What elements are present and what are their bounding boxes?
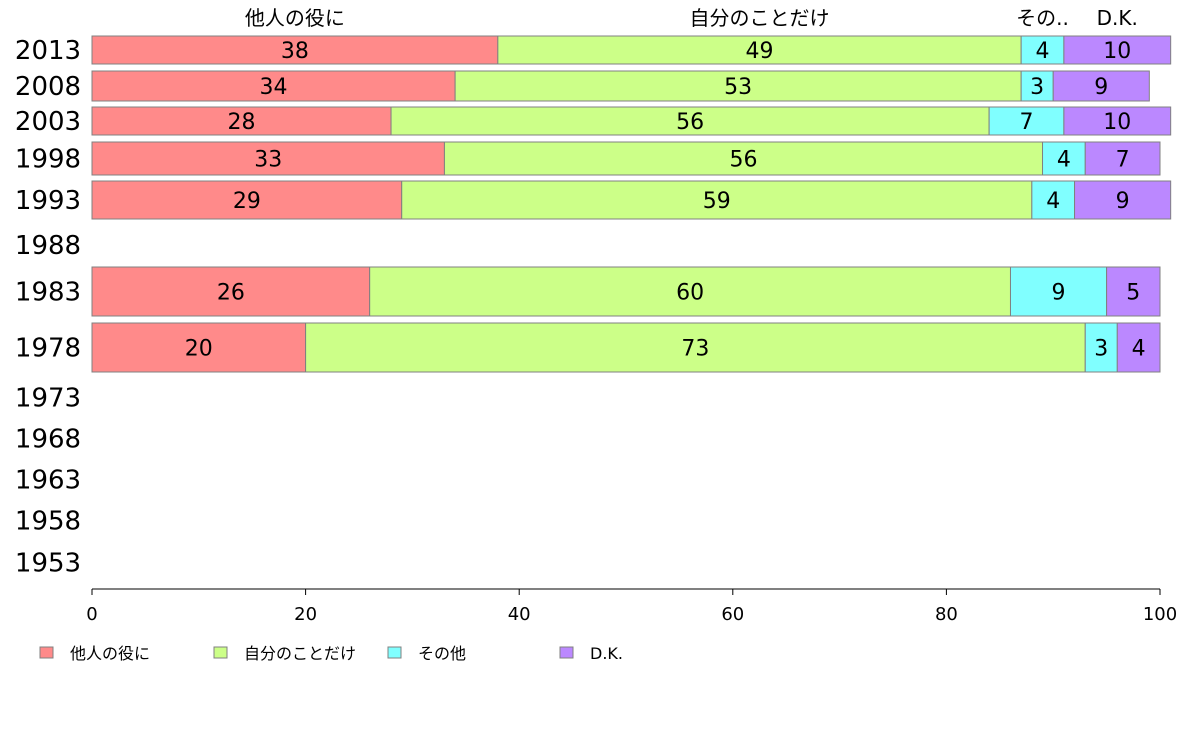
data-label: 4 [1046,189,1060,214]
data-label: 4 [1036,39,1050,64]
x-tick-label: 100 [1143,604,1177,625]
legend-label: その他 [418,644,466,663]
year-label: 1983 [15,278,81,308]
data-label: 9 [1094,75,1108,100]
bar-segment [91,106,392,136]
bar-segment [1063,35,1172,65]
bar-segment [1009,266,1108,317]
data-label: 53 [724,75,752,100]
header-label: D.K. [1097,6,1138,30]
legend-label: 他人の役に [70,644,150,663]
x-tick-label: 80 [935,604,958,625]
bar-segment [401,180,1033,220]
bar-segment [91,180,403,220]
bar-segment [1116,322,1161,373]
legend-swatch [39,646,54,659]
bar-segment [454,70,1022,102]
data-label: 56 [729,148,757,173]
data-label: 34 [260,75,288,100]
bar-segment [91,70,456,102]
year-label: 2008 [15,72,81,102]
data-label: 4 [1132,337,1146,362]
data-label: 60 [676,281,704,306]
data-label: 7 [1116,148,1130,173]
year-label: 1968 [15,425,81,455]
legend-swatch [559,646,574,659]
bar-segment [91,322,307,373]
year-label: 2003 [15,107,81,137]
data-label: 9 [1116,189,1130,214]
header-label: 自分のことだけ [690,6,830,30]
x-tick-label: 20 [294,604,317,625]
year-label: 1988 [15,231,81,261]
bar-segment [91,141,445,176]
year-label: 1958 [15,507,81,537]
bar-segment [1063,106,1172,136]
bar-segment [1084,322,1118,373]
data-label: 59 [703,189,731,214]
data-label: 28 [228,110,256,135]
x-tick-label: 60 [721,604,744,625]
data-label: 26 [217,281,245,306]
data-label: 9 [1052,281,1066,306]
bar-segment [91,35,499,65]
data-label: 56 [676,110,704,135]
legend-label: 自分のことだけ [244,644,356,663]
data-label: 49 [746,39,774,64]
year-label: 1993 [15,186,81,216]
year-label: 2013 [15,36,81,66]
data-label: 33 [254,148,282,173]
year-label: 1973 [15,384,81,414]
year-label: 1978 [15,334,81,364]
bar-segment [497,35,1022,65]
data-label: 73 [681,337,709,362]
data-label: 7 [1020,110,1034,135]
data-label: 10 [1103,39,1131,64]
bar-segment [369,266,1011,317]
bar-segment [1074,180,1172,220]
year-label: 1963 [15,466,81,496]
bar-segment [1020,35,1065,65]
bar-segment [1084,141,1161,176]
data-label: 3 [1094,337,1108,362]
data-label: 4 [1057,148,1071,173]
bar-segment [1031,180,1076,220]
year-label: 1998 [15,145,81,175]
bar-segment [1106,266,1161,317]
header-label: その.. [1016,6,1069,30]
header-label: 他人の役に [245,6,345,30]
data-label: 3 [1030,75,1044,100]
bar-segment [91,266,371,317]
legend-swatch [213,646,228,659]
data-label: 10 [1103,110,1131,135]
legend-label: D.K. [590,644,623,663]
year-label: 1953 [15,549,81,579]
x-tick-label: 0 [86,604,97,625]
data-label: 5 [1126,281,1140,306]
data-label: 20 [185,337,213,362]
bar-segment [443,141,1044,176]
legend-swatch [387,646,402,659]
data-label: 38 [281,39,309,64]
bar-segment [390,106,990,136]
bar-segment [1052,70,1150,102]
bar-segment [1020,70,1054,102]
data-label: 29 [233,189,261,214]
x-tick-label: 40 [508,604,531,625]
